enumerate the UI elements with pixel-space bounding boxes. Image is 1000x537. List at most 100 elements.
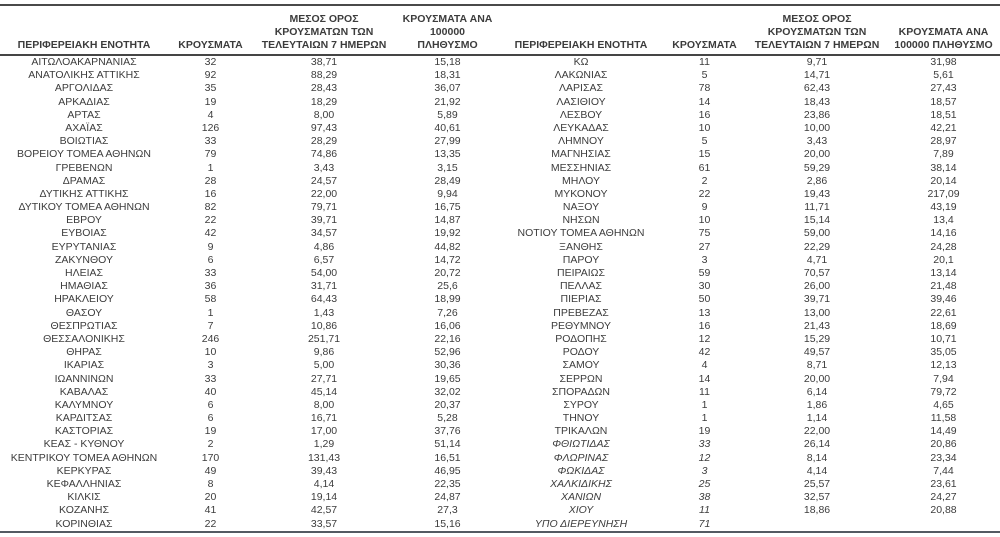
region-cell-right: ΦΩΚΙΔΑΣ (557, 464, 605, 477)
avg7-cell-left: 17,00 (310, 425, 338, 438)
per100k-cell-left: 14,87 (434, 214, 461, 227)
region-cell-right: ΡΟΔΟΠΗΣ (555, 332, 607, 345)
table-row: ΔΥΤΙΚΟΥ ΤΟΜΕΑ ΑΘΗΝΩΝ 82 79,71 16,75 ΝΑΞΟΥ 9 11… (0, 201, 1000, 214)
per100k-cell-left: 7,26 (437, 306, 458, 319)
per100k-cell-left: 5,28 (437, 412, 458, 425)
avg7-cell-left: 38,71 (310, 56, 338, 68)
avg7-cell-left: 9,86 (313, 346, 335, 359)
region-cell-left: ΕΥΒΟΙΑΣ (61, 227, 107, 240)
cases-cell-left: 3 (207, 359, 214, 372)
avg7-cell-right: 15,29 (803, 332, 831, 345)
region-cell-left: ΕΥΡΥΤΑΝΙΑΣ (51, 240, 117, 253)
avg7-cell-right: 1,86 (806, 398, 828, 411)
avg7-cell-left: 97,43 (310, 121, 338, 134)
region-cell-left: ΒΟΡΕΙΟΥ ΤΟΜΕΑ ΑΘΗΝΩΝ (17, 148, 151, 161)
region-cell-right: ΠΕΛΛΑΣ (559, 280, 603, 293)
avg7-cell-right: 15,14 (803, 214, 831, 227)
table-row: ΚΕΡΚΥΡΑΣ 49 39,43 46,95 ΦΩΚΙΔΑΣ 3 4,14 7,44 (0, 465, 1000, 478)
table-row: ΔΥΤΙΚΗΣ ΑΤΤΙΚΗΣ 16 22,00 9,94 ΜΥΚΟΝΟΥ 22 19,43… (0, 188, 1000, 201)
region-cell-left: ΑΧΑΪΑΣ (65, 121, 103, 134)
region-cell-right: ΧΑΛΚΙΔΙΚΗΣ (550, 478, 612, 490)
avg7-cell-left: 8,00 (313, 398, 335, 411)
region-cell-right: ΛΑΣΙΘΙΟΥ (556, 95, 606, 108)
avg7-cell-left: 1,29 (313, 438, 335, 451)
table-body: ΑΙΤΩΛΟΑΚΑΡΝΑΝΙΑΣ 32 38,71 15,18 ΚΩ 11 9,71 31,9… (0, 55, 1000, 532)
region-cell-left: ΑΝΑΤΟΛΙΚΗΣ ΑΤΤΙΚΗΣ (28, 69, 140, 82)
per100k-cell-right: 24,27 (930, 491, 957, 504)
cases-cell-right: 11 (699, 504, 710, 517)
cases-cell-left: 19 (204, 425, 217, 438)
cases-cell-right: 61 (698, 161, 711, 174)
cases-cell-right: 11 (699, 56, 710, 68)
cases-cell-right: 13 (698, 306, 711, 319)
per100k-cell-left: 19,92 (434, 227, 461, 240)
region-cell-left: ΖΑΚΥΝΘΟΥ (54, 253, 113, 266)
per100k-cell-left: 46,95 (434, 464, 461, 477)
avg7-cell-right: 22,29 (803, 240, 831, 253)
per100k-cell-right: 23,34 (930, 451, 957, 464)
per100k-cell-left: 13,35 (434, 148, 461, 161)
cases-cell-left: 58 (204, 293, 217, 306)
cases-cell-left: 36 (204, 280, 217, 293)
avg7-cell-right: 39,71 (803, 293, 831, 306)
table-row: ΘΕΣΠΡΩΤΙΑΣ 7 10,86 16,06 ΡΕΘΥΜΝΟΥ 16 21,43 18,6… (0, 320, 1000, 333)
table-row: ΚΑΛΥΜΝΟΥ 6 8,00 20,37 ΣΥΡΟΥ 1 1,86 4,65 (0, 399, 1000, 412)
cases-cell-right: 12 (698, 451, 711, 464)
per100k-cell-left: 19,65 (434, 372, 461, 385)
cases-cell-right: 19 (698, 425, 711, 438)
avg7-cell-left: 45,14 (310, 385, 338, 398)
region-cell-left: ΑΙΤΩΛΟΑΚΑΡΝΑΝΙΑΣ (31, 56, 137, 68)
cases-cell-left: 2 (207, 438, 214, 451)
avg7-cell-left: 10,86 (310, 319, 338, 332)
column-header-region-left: ΠΕΡΙΦΕΡΕΙΑΚΗ ΕΝΟΤΗΤΑ (0, 5, 168, 56)
per100k-cell-left: 24,87 (434, 491, 461, 504)
region-cell-right: ΝΟΤΙΟΥ ΤΟΜΕΑ ΑΘΗΝΩΝ (517, 227, 645, 240)
per100k-cell-left: 37,76 (434, 425, 461, 438)
per100k-cell-left: 9,94 (437, 187, 458, 200)
column-header-per100k-right: ΚΡΟΥΣΜΑΤΑ ΑΝΑ 100000 ΠΛΗΘΥΣΜΟ (887, 5, 1000, 56)
avg7-cell-left: 8,00 (313, 108, 335, 121)
cases-cell-right: 10 (698, 214, 711, 227)
region-cell-right: ΠΕΙΡΑΙΩΣ (557, 267, 605, 279)
avg7-cell-right: 62,43 (803, 82, 831, 95)
per100k-cell-right: 14,49 (930, 425, 957, 438)
avg7-cell-left: 74,86 (310, 148, 338, 161)
cases-cell-right: 14 (698, 372, 711, 385)
avg7-cell-left: 22,00 (310, 187, 338, 200)
cases-cell-right: 5 (701, 135, 708, 148)
table-row: ΗΜΑΘΙΑΣ 36 31,71 25,6 ΠΕΛΛΑΣ 30 26,00 21,48 (0, 280, 1000, 293)
cases-cell-right: 12 (698, 332, 711, 345)
table-row: ΑΡΚΑΔΙΑΣ 19 18,29 21,92 ΛΑΣΙΘΙΟΥ 14 18,43 18,57 (0, 96, 1000, 109)
table-row: ΓΡΕΒΕΝΩΝ 1 3,43 3,15 ΜΕΣΣΗΝΙΑΣ 61 59,29 38,14 (0, 162, 1000, 175)
region-cell-right: ΠΙΕΡΙΑΣ (560, 293, 602, 306)
table-row: ΑΙΤΩΛΟΑΚΑΡΝΑΝΙΑΣ 32 38,71 15,18 ΚΩ 11 9,71 31,9… (0, 55, 1000, 69)
cases-cell-left: 22 (204, 517, 217, 530)
region-cell-left: ΚΕΦΑΛΛΗΝΙΑΣ (46, 478, 122, 490)
cases-cell-left: 49 (204, 464, 217, 477)
cases-cell-right: 11 (699, 385, 710, 398)
per100k-cell-right: 38,14 (930, 161, 957, 174)
cases-cell-left: 16 (204, 187, 217, 200)
region-cell-right: ΜΗΛΟΥ (562, 174, 600, 187)
per100k-cell-left: 28,49 (434, 174, 461, 187)
regional-cases-table: ΠΕΡΙΦΕΡΕΙΑΚΗ ΕΝΟΤΗΤΑ ΚΡΟΥΣΜΑΤΑ ΜΕΣΟΣ ΟΡΟ… (0, 4, 1000, 533)
region-cell-right: ΡΟΔΟΥ (562, 346, 600, 359)
cases-cell-left: 79 (204, 148, 217, 161)
table-header: ΠΕΡΙΦΕΡΕΙΑΚΗ ΕΝΟΤΗΤΑ ΚΡΟΥΣΜΑΤΑ ΜΕΣΟΣ ΟΡΟ… (0, 5, 1000, 56)
cases-cell-left: 40 (204, 385, 217, 398)
region-cell-left: ΚΑΣΤΟΡΙΑΣ (54, 425, 114, 438)
cases-cell-right: 33 (698, 438, 711, 451)
avg7-cell-left: 28,43 (310, 82, 338, 95)
region-cell-left: ΙΚΑΡΙΑΣ (63, 359, 105, 372)
per100k-cell-left: 21,92 (434, 95, 461, 108)
region-cell-left: ΚΙΛΚΙΣ (67, 491, 101, 504)
table-row: ΚΕΝΤΡΙΚΟΥ ΤΟΜΕΑ ΑΘΗΝΩΝ 170 131,43 16,51 ΦΛΩΡ… (0, 452, 1000, 465)
avg7-cell-left: 1,43 (313, 306, 335, 319)
avg7-cell-right: 18,86 (803, 504, 831, 517)
region-cell-left: ΘΑΣΟΥ (65, 306, 103, 319)
per100k-cell-right: 42,21 (930, 121, 957, 134)
region-cell-right: ΜΥΚΟΝΟΥ (554, 187, 608, 200)
table-row: ΚΕΑΣ - ΚΥΘΝΟΥ 2 1,29 51,14 ΦΘΙΩΤΙΔΑΣ 33 26,14 2… (0, 438, 1000, 451)
avg7-cell-right: 10,00 (803, 121, 831, 134)
table-row: ΘΑΣΟΥ 1 1,43 7,26 ΠΡΕΒΕΖΑΣ 13 13,00 22,61 (0, 307, 1000, 320)
